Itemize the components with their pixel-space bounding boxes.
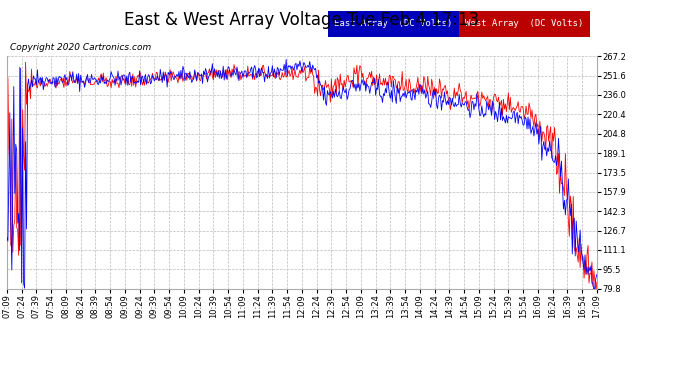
Text: Copyright 2020 Cartronics.com: Copyright 2020 Cartronics.com [10,43,152,52]
Text: East Array  (DC Volts): East Array (DC Volts) [334,20,453,28]
Text: West Array  (DC Volts): West Array (DC Volts) [465,20,584,28]
Text: East & West Array Voltage Tue Feb 4 17:13: East & West Array Voltage Tue Feb 4 17:1… [124,11,480,29]
